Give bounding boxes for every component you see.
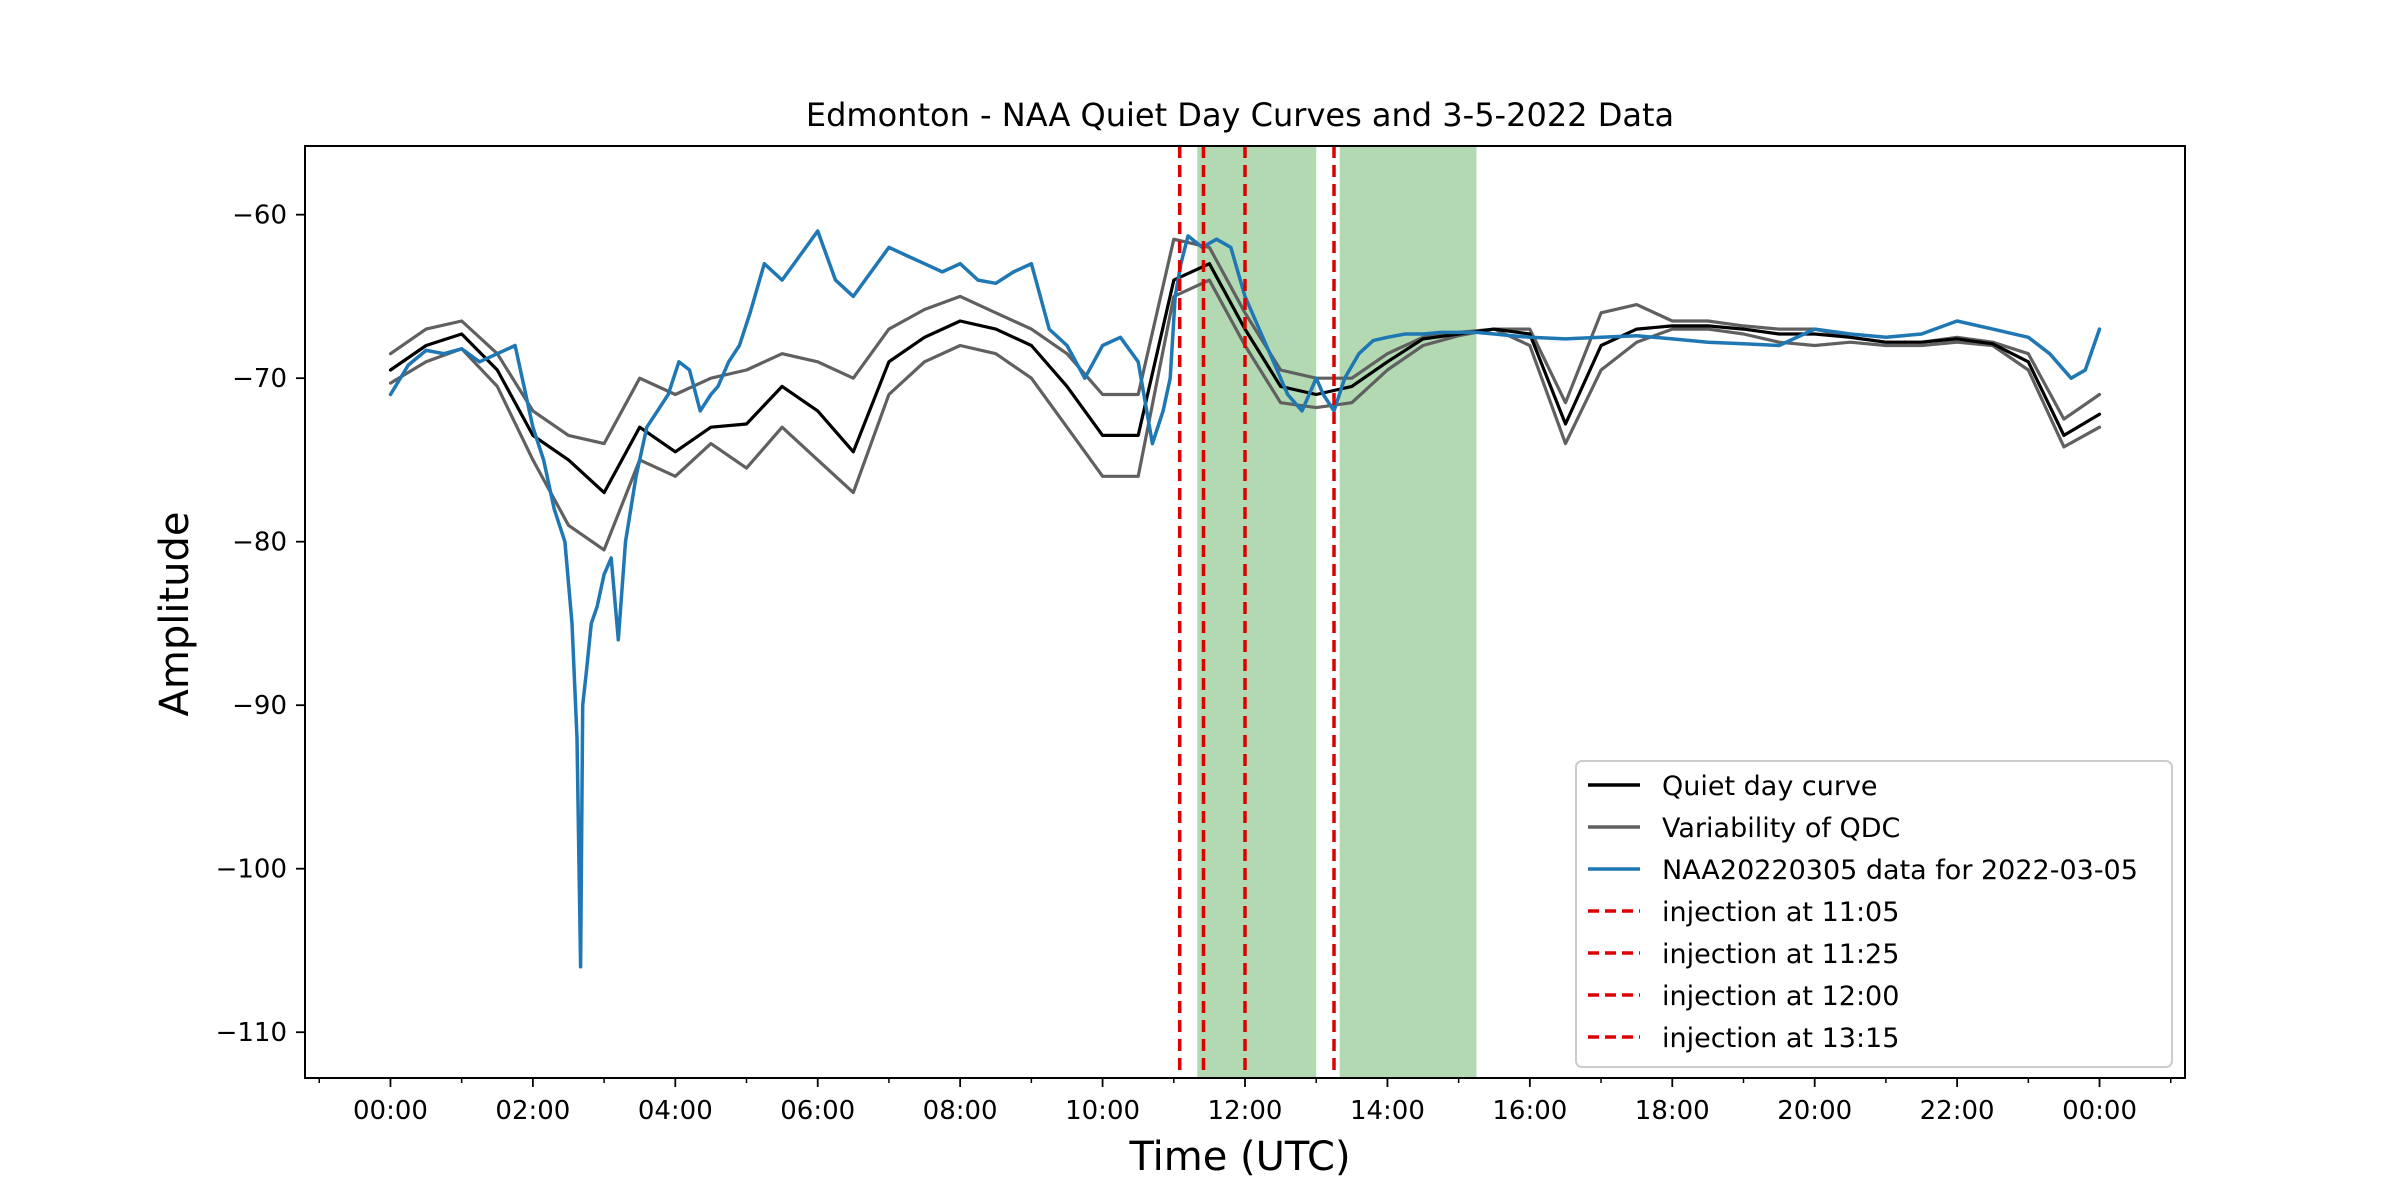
x-tick-label: 00:00 bbox=[353, 1096, 428, 1126]
legend-label-1: Variability of QDC bbox=[1662, 813, 1900, 844]
plot-area bbox=[304, 145, 2186, 1079]
legend-label-3: injection at 11:05 bbox=[1662, 897, 1899, 928]
x-tick-label: 20:00 bbox=[1777, 1096, 1852, 1126]
legend-box bbox=[1575, 760, 2173, 1068]
y-tick-label: −60 bbox=[232, 201, 287, 231]
x-tick-label: 18:00 bbox=[1635, 1096, 1710, 1126]
y-tick-label: −90 bbox=[232, 691, 287, 721]
legend-label-5: injection at 12:00 bbox=[1662, 981, 1899, 1012]
x-tick-label: 14:00 bbox=[1350, 1096, 1425, 1126]
series-line-3 bbox=[388, 229, 2102, 969]
x-tick-label: 10:00 bbox=[1065, 1096, 1140, 1126]
x-axis-ticks: 00:00 02:00 04:00 06:00 08:00 10:00 12:00 14:00… bbox=[318, 1078, 2172, 1126]
x-tick-label: 16:00 bbox=[1492, 1096, 1567, 1126]
chart-title: Edmonton - NAA Quiet Day Curves and 3-5-… bbox=[806, 96, 1674, 134]
y-tick-label: −80 bbox=[232, 528, 287, 558]
legend-label-2: NAA20220305 data for 2022-03-05 bbox=[1662, 855, 2138, 886]
y-tick-label: −110 bbox=[216, 1018, 287, 1048]
y-axis-label: Amplitude bbox=[152, 512, 198, 717]
shaded-regions bbox=[1197, 146, 1477, 1078]
legend: Quiet day curve Variability of QDC NAA2022… bbox=[1575, 760, 2173, 1068]
shaded-region-0 bbox=[1197, 146, 1317, 1078]
y-tick-label: −100 bbox=[216, 855, 287, 885]
series-line-0 bbox=[388, 262, 2102, 495]
legend-entries: Quiet day curve Variability of QDC NAA2022… bbox=[1588, 771, 2138, 1054]
x-tick-label: 06:00 bbox=[780, 1096, 855, 1126]
y-tick-label: −70 bbox=[232, 364, 287, 394]
legend-label-6: injection at 13:15 bbox=[1662, 1023, 1899, 1054]
x-tick-label: 08:00 bbox=[923, 1096, 998, 1126]
x-tick-label: 00:00 bbox=[2062, 1096, 2137, 1126]
x-tick-label: 04:00 bbox=[638, 1096, 713, 1126]
x-tick-label: 02:00 bbox=[495, 1096, 570, 1126]
injection-lines bbox=[1177, 146, 1336, 1078]
x-axis-label: Time (UTC) bbox=[1128, 1134, 1350, 1180]
y-axis-ticks: −60 −70 −80 −90 −100 −110 bbox=[216, 201, 305, 1048]
shaded-region-1 bbox=[1339, 146, 1477, 1078]
x-tick-label: 12:00 bbox=[1208, 1096, 1283, 1126]
x-tick-label: 22:00 bbox=[1920, 1096, 1995, 1126]
legend-label-0: Quiet day curve bbox=[1662, 771, 1878, 802]
legend-label-4: injection at 11:25 bbox=[1662, 939, 1899, 970]
